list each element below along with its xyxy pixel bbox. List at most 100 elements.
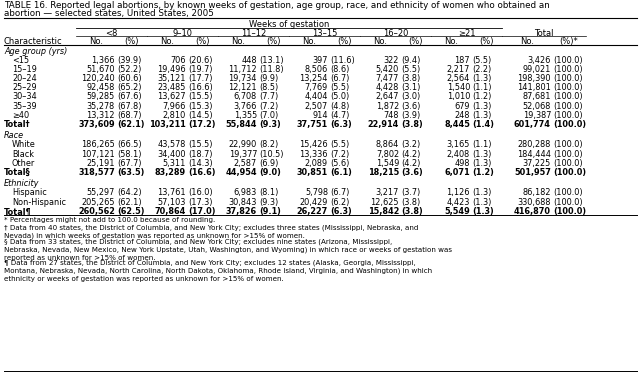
Text: 1,355: 1,355: [234, 111, 257, 120]
Text: 2,647: 2,647: [376, 93, 399, 101]
Text: 19,734: 19,734: [228, 74, 257, 83]
Text: (10.5): (10.5): [259, 150, 283, 159]
Text: 59,285: 59,285: [87, 93, 115, 101]
Text: (6.7): (6.7): [330, 188, 349, 197]
Text: (9.3): (9.3): [259, 198, 278, 207]
Text: 1,872: 1,872: [376, 102, 399, 111]
Text: (18.7): (18.7): [188, 150, 213, 159]
Text: TABLE 16. Reported legal abortions, by known weeks of gestation, age group, race: TABLE 16. Reported legal abortions, by k…: [4, 1, 550, 10]
Text: (15.5): (15.5): [188, 141, 213, 150]
Text: (%): (%): [337, 37, 352, 46]
Text: (11.6): (11.6): [330, 56, 354, 65]
Text: (1.3): (1.3): [472, 74, 492, 83]
Text: ¶ Data from 27 states, the District of Columbia, and New York City; excludes 12 : ¶ Data from 27 states, the District of C…: [4, 259, 432, 282]
Text: 12,121: 12,121: [228, 83, 257, 92]
Text: (8.6): (8.6): [330, 65, 349, 74]
Text: (%): (%): [124, 37, 138, 46]
Text: (3.8): (3.8): [401, 207, 423, 216]
Text: 19,377: 19,377: [229, 150, 257, 159]
Text: 8,506: 8,506: [304, 65, 328, 74]
Text: (6.7): (6.7): [330, 74, 349, 83]
Text: (9.1): (9.1): [259, 207, 281, 216]
Text: 86,182: 86,182: [522, 188, 551, 197]
Text: * Percentages might not add to 100.0 because of rounding.: * Percentages might not add to 100.0 bec…: [4, 217, 215, 223]
Text: (9.4): (9.4): [401, 56, 420, 65]
Text: (67.7): (67.7): [117, 159, 142, 168]
Text: (1.2): (1.2): [472, 168, 494, 177]
Text: 2,810: 2,810: [163, 111, 186, 120]
Text: (62.1): (62.1): [117, 198, 142, 207]
Text: † Data from 40 states, the District of Columbia, and New York City; excludes thr: † Data from 40 states, the District of C…: [4, 225, 419, 239]
Text: 37,826: 37,826: [226, 207, 257, 216]
Text: 22,990: 22,990: [229, 141, 257, 150]
Text: Other: Other: [12, 159, 35, 168]
Text: (9.9): (9.9): [259, 74, 278, 83]
Text: (4.2): (4.2): [401, 159, 420, 168]
Text: (7.2): (7.2): [259, 102, 278, 111]
Text: 23,485: 23,485: [158, 83, 186, 92]
Text: 18,215: 18,215: [368, 168, 399, 177]
Text: Ethnicity: Ethnicity: [4, 179, 39, 188]
Text: 416,870: 416,870: [514, 207, 551, 216]
Text: (%)*: (%)*: [560, 37, 578, 46]
Text: 914: 914: [312, 111, 328, 120]
Text: 30–34: 30–34: [12, 93, 37, 101]
Text: Black: Black: [12, 150, 34, 159]
Text: (100.0): (100.0): [553, 102, 583, 111]
Text: 318,577: 318,577: [78, 168, 115, 177]
Text: (6.1): (6.1): [330, 168, 352, 177]
Text: (6.9): (6.9): [259, 159, 278, 168]
Text: (5.5): (5.5): [472, 56, 491, 65]
Text: Hispanic: Hispanic: [12, 188, 47, 197]
Text: 5,311: 5,311: [163, 159, 186, 168]
Text: (100.0): (100.0): [553, 120, 586, 129]
Text: (3.8): (3.8): [401, 120, 423, 129]
Text: No.: No.: [160, 37, 174, 46]
Text: No.: No.: [444, 37, 458, 46]
Text: 748: 748: [383, 111, 399, 120]
Text: 3,766: 3,766: [233, 102, 257, 111]
Text: (100.0): (100.0): [553, 111, 583, 120]
Text: 5,549: 5,549: [444, 207, 470, 216]
Text: 13,254: 13,254: [299, 74, 328, 83]
Text: 3,426: 3,426: [528, 56, 551, 65]
Text: (17.3): (17.3): [188, 198, 213, 207]
Text: (64.2): (64.2): [117, 188, 142, 197]
Text: (39.9): (39.9): [117, 56, 142, 65]
Text: (3.7): (3.7): [401, 188, 420, 197]
Text: 7,477: 7,477: [376, 74, 399, 83]
Text: 55,844: 55,844: [226, 120, 257, 129]
Text: 248: 248: [454, 111, 470, 120]
Text: (100.0): (100.0): [553, 65, 583, 74]
Text: (19.7): (19.7): [188, 65, 213, 74]
Text: (100.0): (100.0): [553, 83, 583, 92]
Text: 11,712: 11,712: [228, 65, 257, 74]
Text: (1.3): (1.3): [472, 198, 492, 207]
Text: ≥40: ≥40: [12, 111, 29, 120]
Text: (100.0): (100.0): [553, 207, 586, 216]
Text: (100.0): (100.0): [553, 141, 583, 150]
Text: (1.4): (1.4): [472, 120, 494, 129]
Text: 184,444: 184,444: [517, 150, 551, 159]
Text: 19,496: 19,496: [158, 65, 186, 74]
Text: 13–15: 13–15: [312, 29, 337, 38]
Text: (100.0): (100.0): [553, 198, 583, 207]
Text: (66.5): (66.5): [117, 141, 142, 150]
Text: 92,458: 92,458: [87, 83, 115, 92]
Text: 373,609: 373,609: [78, 120, 115, 129]
Text: (52.2): (52.2): [117, 65, 142, 74]
Text: (16.6): (16.6): [188, 83, 213, 92]
Text: (100.0): (100.0): [553, 150, 583, 159]
Text: (62.5): (62.5): [117, 207, 144, 216]
Text: (3.2): (3.2): [401, 141, 420, 150]
Text: 205,265: 205,265: [81, 198, 115, 207]
Text: 37,225: 37,225: [523, 159, 551, 168]
Text: 6,708: 6,708: [234, 93, 257, 101]
Text: No.: No.: [520, 37, 534, 46]
Text: (3.8): (3.8): [401, 74, 420, 83]
Text: 35,121: 35,121: [158, 74, 186, 83]
Text: 187: 187: [454, 56, 470, 65]
Text: 13,627: 13,627: [158, 93, 186, 101]
Text: (1.3): (1.3): [472, 207, 494, 216]
Text: 498: 498: [454, 159, 470, 168]
